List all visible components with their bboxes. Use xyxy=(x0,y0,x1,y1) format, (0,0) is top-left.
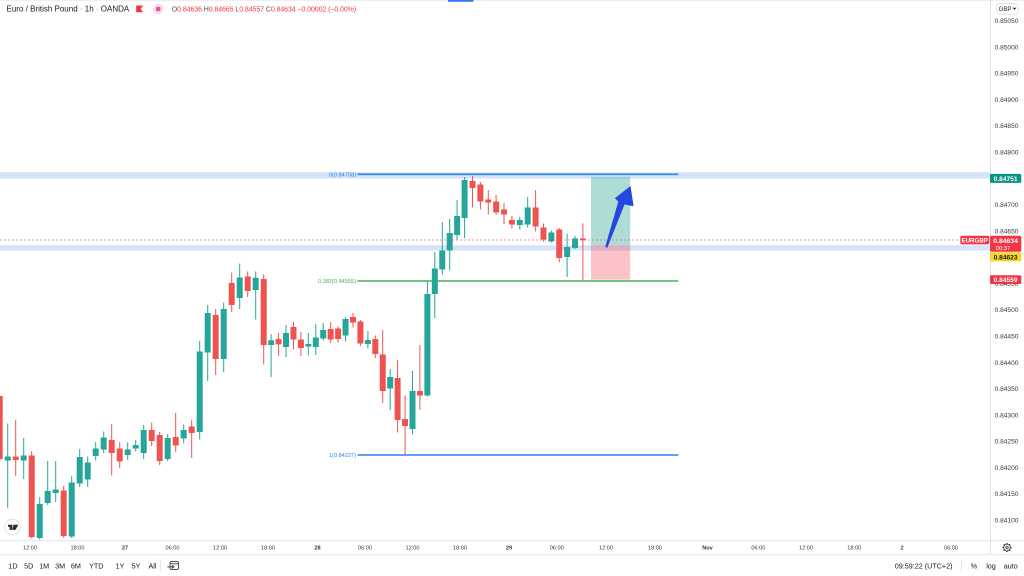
svg-text:06:00: 06:00 xyxy=(358,546,372,552)
svg-text:0.382(0.84555): 0.382(0.84555) xyxy=(318,279,356,285)
svg-text:%: % xyxy=(971,562,978,571)
svg-text:27: 27 xyxy=(122,546,128,552)
svg-text:1Y: 1Y xyxy=(116,562,125,571)
svg-text:29: 29 xyxy=(506,546,512,552)
svg-text:0.84559: 0.84559 xyxy=(994,277,1018,284)
svg-text:5Y: 5Y xyxy=(132,562,141,571)
svg-text:Euro / British Pound · 1h · OA: Euro / British Pound · 1h · OANDA xyxy=(7,5,130,14)
svg-text:0.84751: 0.84751 xyxy=(994,176,1018,183)
svg-text:09:59:22 (UTC+2): 09:59:22 (UTC+2) xyxy=(895,562,953,571)
svg-text:12:00: 12:00 xyxy=(799,546,813,552)
svg-text:12:00: 12:00 xyxy=(599,546,613,552)
svg-text:EURGBP: EURGBP xyxy=(961,238,987,245)
svg-text:06:00: 06:00 xyxy=(944,546,958,552)
svg-text:log: log xyxy=(986,562,996,571)
svg-text:0.84300: 0.84300 xyxy=(995,412,1019,419)
svg-text:All: All xyxy=(149,562,157,571)
svg-text:18:00: 18:00 xyxy=(261,546,275,552)
svg-text:GBP: GBP xyxy=(999,7,1012,13)
svg-text:0.84100: 0.84100 xyxy=(995,518,1019,525)
svg-text:0.84450: 0.84450 xyxy=(995,334,1019,341)
svg-text:12:00: 12:00 xyxy=(23,546,37,552)
svg-text:12:00: 12:00 xyxy=(406,546,420,552)
svg-text:0.84850: 0.84850 xyxy=(995,123,1019,130)
svg-text:1M: 1M xyxy=(39,562,49,571)
svg-text:6M: 6M xyxy=(71,562,81,571)
svg-text:18:00: 18:00 xyxy=(847,546,861,552)
svg-text:0.84900: 0.84900 xyxy=(995,97,1019,104)
svg-text:2: 2 xyxy=(900,546,903,552)
svg-text:06:00: 06:00 xyxy=(751,546,765,552)
svg-text:18:00: 18:00 xyxy=(453,546,467,552)
svg-text:0.84623: 0.84623 xyxy=(994,254,1018,261)
svg-text:5D: 5D xyxy=(24,562,33,571)
svg-text:YTD: YTD xyxy=(89,562,103,571)
svg-text:0.84634: 0.84634 xyxy=(993,238,1018,245)
svg-text:18:00: 18:00 xyxy=(648,546,662,552)
svg-text:1(0.84227): 1(0.84227) xyxy=(329,453,356,459)
svg-text:0.84550: 0.84550 xyxy=(995,281,1019,288)
svg-text:1D: 1D xyxy=(8,562,17,571)
svg-text:18:00: 18:00 xyxy=(71,546,85,552)
svg-text:06:00: 06:00 xyxy=(166,546,180,552)
svg-text:O0.84636 H0.84665 L0.84557 C0.: O0.84636 H0.84665 L0.84557 C0.84634 −0.0… xyxy=(172,7,356,14)
svg-text:0.84350: 0.84350 xyxy=(995,386,1019,393)
svg-text:12:00: 12:00 xyxy=(213,546,227,552)
svg-text:0.84250: 0.84250 xyxy=(995,439,1019,446)
svg-text:0.84650: 0.84650 xyxy=(995,228,1019,235)
svg-text:3M: 3M xyxy=(55,562,65,571)
svg-text:28: 28 xyxy=(314,546,320,552)
svg-text:0.84950: 0.84950 xyxy=(995,71,1019,78)
svg-text:00:37: 00:37 xyxy=(996,246,1011,252)
svg-text:0.84400: 0.84400 xyxy=(995,360,1019,367)
svg-text:auto: auto xyxy=(1004,562,1018,571)
svg-text:0.84200: 0.84200 xyxy=(995,465,1019,472)
svg-text:0.84500: 0.84500 xyxy=(995,307,1019,314)
svg-text:0(0.84758): 0(0.84758) xyxy=(329,173,356,179)
svg-text:0.85000: 0.85000 xyxy=(995,44,1019,51)
svg-text:0.84700: 0.84700 xyxy=(995,202,1019,209)
svg-text:0.85050: 0.85050 xyxy=(995,18,1019,25)
svg-text:Nov: Nov xyxy=(702,546,713,552)
svg-text:06:00: 06:00 xyxy=(550,546,564,552)
svg-text:0.84800: 0.84800 xyxy=(995,149,1019,156)
svg-text:0.84150: 0.84150 xyxy=(995,491,1019,498)
